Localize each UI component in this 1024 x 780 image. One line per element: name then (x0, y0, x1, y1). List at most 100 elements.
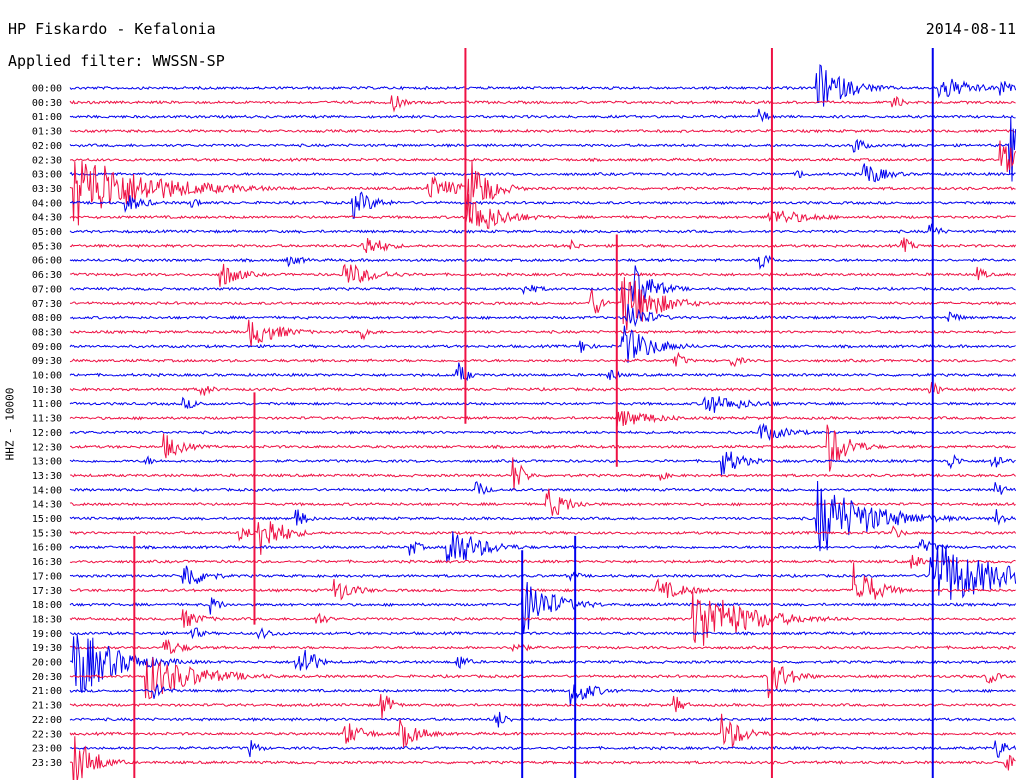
time-tick-1600: 16:00 (32, 543, 62, 554)
trace-2100 (69, 683, 1016, 707)
trace-0730 (69, 277, 1016, 331)
trace-1600 (69, 531, 1017, 562)
time-tick-1530: 15:30 (32, 528, 62, 539)
trace-1800 (69, 581, 1017, 634)
trace-2300 (69, 740, 1017, 758)
time-tick-0130: 01:30 (32, 127, 62, 138)
time-tick-0700: 07:00 (32, 284, 62, 295)
trace-1830 (69, 591, 1016, 646)
trace-1200 (69, 422, 1016, 441)
trace-0400 (69, 191, 1016, 219)
trace-2000 (69, 634, 1016, 693)
trace-1430 (69, 488, 1016, 516)
trace-0430 (69, 194, 1016, 229)
time-tick-0430: 04:30 (32, 213, 62, 224)
time-tick-0730: 07:30 (32, 299, 62, 310)
trace-1130 (69, 411, 1016, 427)
trace-2030 (69, 657, 1016, 700)
trace-0100 (69, 108, 1016, 123)
time-tick-1330: 13:30 (32, 471, 62, 482)
time-tick-0200: 02:00 (32, 141, 62, 152)
time-tick-0030: 00:30 (32, 98, 62, 109)
trace-1930 (69, 638, 1016, 654)
time-tick-1800: 18:00 (32, 600, 62, 611)
time-tick-0800: 08:00 (32, 313, 62, 324)
time-tick-1730: 17:30 (32, 586, 62, 597)
seismic-traces (69, 64, 1017, 780)
trace-0630 (69, 263, 1017, 287)
time-tick-0400: 04:00 (32, 198, 62, 209)
trace-1230 (69, 424, 1016, 472)
trace-0700 (69, 265, 1016, 306)
time-tick-0230: 02:30 (32, 155, 62, 166)
time-tick-1700: 17:00 (32, 571, 62, 582)
trace-0330 (69, 160, 1016, 226)
time-tick-2330: 23:30 (32, 758, 62, 769)
time-tick-0300: 03:00 (32, 170, 62, 181)
time-tick-2030: 20:30 (32, 672, 62, 683)
time-tick-1000: 10:00 (32, 371, 62, 382)
trace-0500 (69, 223, 1016, 235)
trace-1400 (69, 481, 1017, 496)
trace-2130 (69, 694, 1016, 719)
time-tick-1230: 12:30 (32, 442, 62, 453)
trace-0930 (69, 351, 1016, 368)
trace-1330 (69, 457, 1016, 491)
time-tick-2130: 21:30 (32, 701, 62, 712)
trace-2200 (69, 711, 1016, 728)
trace-0830 (69, 319, 1016, 347)
trace-1300 (69, 451, 1016, 476)
trace-1500 (69, 480, 1017, 552)
trace-2330 (69, 736, 1016, 780)
trace-1630 (69, 554, 1016, 569)
time-tick-1100: 11:00 (32, 399, 62, 410)
trace-0300 (69, 163, 1016, 183)
time-tick-0100: 01:00 (32, 112, 62, 123)
time-tick-0530: 05:30 (32, 241, 62, 252)
trace-0600 (69, 254, 1016, 271)
time-tick-labels: 00:00 00:30 01:00 01:30 02:00 02:30 03:00 03:30… (32, 84, 62, 769)
time-tick-1030: 10:30 (32, 385, 62, 396)
time-tick-2230: 22:30 (32, 729, 62, 740)
time-tick-0000: 00:00 (32, 84, 62, 95)
trace-2230 (69, 713, 1016, 749)
trace-0230 (69, 140, 1017, 173)
time-tick-0630: 06:30 (32, 270, 62, 281)
trace-1700 (69, 545, 1017, 600)
time-tick-1630: 16:30 (32, 557, 62, 568)
time-tick-2200: 22:00 (32, 715, 62, 726)
trace-1100 (69, 396, 1017, 413)
time-tick-1430: 14:30 (32, 500, 62, 511)
filter-label: Applied filter: WWSSN-SP (8, 52, 225, 70)
time-tick-0500: 05:00 (32, 227, 62, 238)
station-title: HP Fiskardo - Kefalonia (8, 20, 216, 38)
trace-1900 (69, 627, 1016, 640)
time-tick-0830: 08:30 (32, 327, 62, 338)
time-tick-1830: 18:30 (32, 614, 62, 625)
trace-0530 (69, 237, 1017, 254)
time-tick-1400: 14:00 (32, 485, 62, 496)
vertical-spikes (133, 48, 934, 778)
time-tick-1300: 13:00 (32, 457, 62, 468)
time-tick-1500: 15:00 (32, 514, 62, 525)
time-tick-0600: 06:00 (32, 256, 62, 267)
time-tick-1130: 11:30 (32, 414, 62, 425)
time-tick-1200: 12:00 (32, 428, 62, 439)
trace-0900 (69, 325, 1016, 363)
trace-1530 (69, 521, 1017, 555)
time-tick-0900: 09:00 (32, 342, 62, 353)
time-tick-2300: 23:00 (32, 744, 62, 755)
trace-1000 (69, 362, 1017, 382)
time-tick-1930: 19:30 (32, 643, 62, 654)
trace-0800 (69, 303, 1016, 328)
trace-0030 (69, 95, 1016, 113)
trace-0000 (69, 64, 1017, 107)
trace-1730 (69, 562, 1016, 601)
trace-1030 (69, 382, 1016, 396)
time-tick-2100: 21:00 (32, 686, 62, 697)
time-tick-2000: 20:00 (32, 658, 62, 669)
time-tick-0930: 09:30 (32, 356, 62, 367)
time-tick-1900: 19:00 (32, 629, 62, 640)
record-date: 2014-08-11 (925, 20, 1016, 38)
